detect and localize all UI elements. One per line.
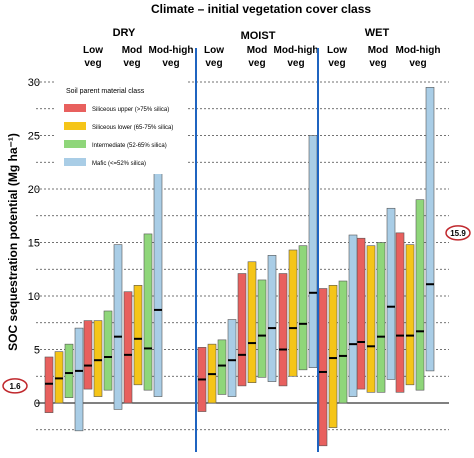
legend-swatch (64, 140, 86, 148)
veg-class-label: Low (83, 45, 103, 56)
veg-class-label: veg (162, 58, 179, 69)
soc-box (278, 273, 288, 387)
soc-box (415, 199, 425, 391)
soc-box (298, 245, 308, 371)
veg-class-label: veg (123, 58, 140, 69)
group-label-wet: WET (365, 27, 390, 39)
legend-swatch (64, 122, 86, 130)
veg-class-label: veg (205, 58, 222, 69)
veg-class-labels: Low veg Mod veg Mod-high veg Low veg Mod veg Mod-h… (83, 45, 440, 69)
soc-box (44, 356, 54, 413)
veg-class-label: Mod (122, 45, 143, 56)
annotation-oval (445, 225, 471, 241)
chart-title: Climate – initial vegetation cover class (151, 2, 371, 16)
veg-class-label: Mod (368, 45, 389, 56)
soc-box (227, 319, 237, 397)
soc-box (153, 169, 163, 397)
legend-swatch (64, 104, 86, 112)
soc-box (395, 232, 405, 393)
soc-box (425, 87, 435, 372)
annotation-label: 1.6 (9, 382, 21, 391)
group-label-moist: MOIST (241, 30, 276, 42)
legend-label: Siliceous lower (65-75% silica) (92, 125, 173, 131)
veg-class-label: Mod-high (149, 45, 194, 56)
soc-box (338, 280, 348, 404)
legend-label: Mafic (<=52% silica) (92, 161, 146, 167)
legend-label: Intermediate (52-65% silica) (92, 143, 167, 149)
soc-box (103, 310, 113, 391)
group-label-dry: DRY (113, 27, 136, 39)
soc-box (93, 320, 103, 397)
soc-box (308, 135, 318, 368)
y-tick-label: 0 (34, 398, 40, 410)
legend-swatch (64, 158, 86, 166)
soc-box (386, 207, 396, 380)
soc-box (267, 255, 277, 382)
veg-class-label: Mod-high (396, 45, 441, 56)
soc-box (143, 233, 153, 391)
veg-class-label: Mod-high (274, 45, 319, 56)
y-tick-label: 30 (28, 77, 40, 89)
soc-box (348, 234, 358, 397)
soc-box (318, 288, 328, 447)
veg-class-label: Low (204, 45, 224, 56)
soc-box (64, 343, 74, 398)
veg-class-label: veg (409, 58, 426, 69)
soc-box (133, 284, 143, 386)
soc-box (83, 320, 93, 390)
y-tick-label: 5 (34, 345, 40, 357)
soc-box (405, 244, 415, 386)
soc-box (356, 237, 366, 390)
legend-label: Siliceous upper (>75% silica) (92, 107, 169, 113)
veg-class-label: veg (328, 58, 345, 69)
veg-class-label: veg (84, 58, 101, 69)
soc-box (376, 242, 386, 393)
annotation-oval (2, 378, 28, 394)
legend-title: Soil parent material class (66, 88, 145, 95)
annotations: 1.6 15.9 (2, 225, 471, 394)
soc-box (328, 284, 338, 428)
soc-box (288, 249, 298, 377)
legend: Soil parent material class Siliceous upp… (56, 80, 186, 174)
veg-class-label: Mod (247, 45, 268, 56)
soc-box (247, 261, 257, 383)
y-tick-label: 15 (28, 238, 40, 250)
veg-class-label: Low (327, 45, 347, 56)
boxes-layer (44, 87, 435, 447)
annotation-label: 15.9 (450, 229, 466, 238)
soc-box (54, 351, 64, 404)
soc-box (217, 339, 227, 395)
y-tick-label: 25 (28, 131, 40, 143)
veg-class-label: veg (248, 58, 265, 69)
y-tick-label: 20 (28, 184, 40, 196)
soc-box (257, 279, 267, 378)
veg-class-label: veg (369, 58, 386, 69)
soc-box (113, 244, 123, 410)
soc-box (237, 273, 247, 387)
soc-box (366, 245, 376, 393)
soc-box (74, 327, 84, 432)
y-tick-label: 10 (28, 291, 40, 303)
veg-class-label: veg (287, 58, 304, 69)
y-tick-labels: 0 5 10 15 20 25 30 (28, 77, 40, 410)
soc-box (123, 291, 133, 404)
y-axis-label: SOC sequestration potential (Mg ha⁻¹) (6, 133, 20, 351)
